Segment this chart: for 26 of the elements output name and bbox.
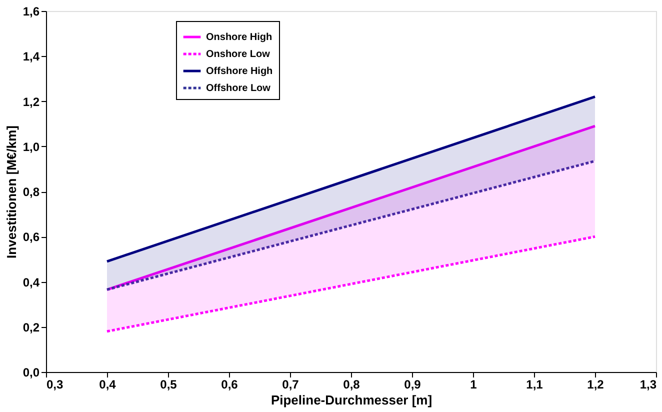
y-tick-label: 0,8: [22, 185, 40, 199]
x-tick-label: 0,8: [343, 378, 360, 392]
y-axis-title: Investitionen [M€/km]: [4, 126, 19, 258]
x-tick-label: 0,4: [99, 378, 116, 392]
x-tick-label: 1: [470, 378, 478, 392]
y-tick-label: 1,6: [22, 4, 40, 18]
x-tick-label: 0,9: [404, 378, 422, 392]
x-tick-label: 0,3: [46, 378, 64, 392]
x-axis-title: Pipeline-Durchmesser [m]: [270, 392, 432, 408]
legend-label: Offshore High: [206, 66, 273, 77]
x-tick-label: 0,6: [221, 378, 238, 392]
y-tick-label: 1,0: [22, 140, 40, 154]
x-tick-label: 0,7: [282, 378, 300, 392]
x-tick-label: 1,1: [526, 378, 544, 392]
y-tick-label: 1,2: [22, 94, 40, 109]
y-tick-label: 0,4: [22, 275, 40, 290]
y-tick-label: 0,0: [22, 366, 40, 380]
y-tick-label: 0,6: [22, 230, 40, 244]
y-tick-label: 1,4: [22, 50, 40, 64]
x-tick-label: 0,5: [160, 378, 178, 392]
x-tick-label: 1,2: [587, 378, 604, 392]
legend-label: Offshore Low: [206, 83, 271, 94]
x-tick-label: 1,3: [640, 378, 657, 392]
legend-label: Onshore High: [206, 32, 272, 43]
y-tick-label: 0,2: [22, 320, 40, 334]
legend-label: Onshore Low: [206, 49, 270, 60]
